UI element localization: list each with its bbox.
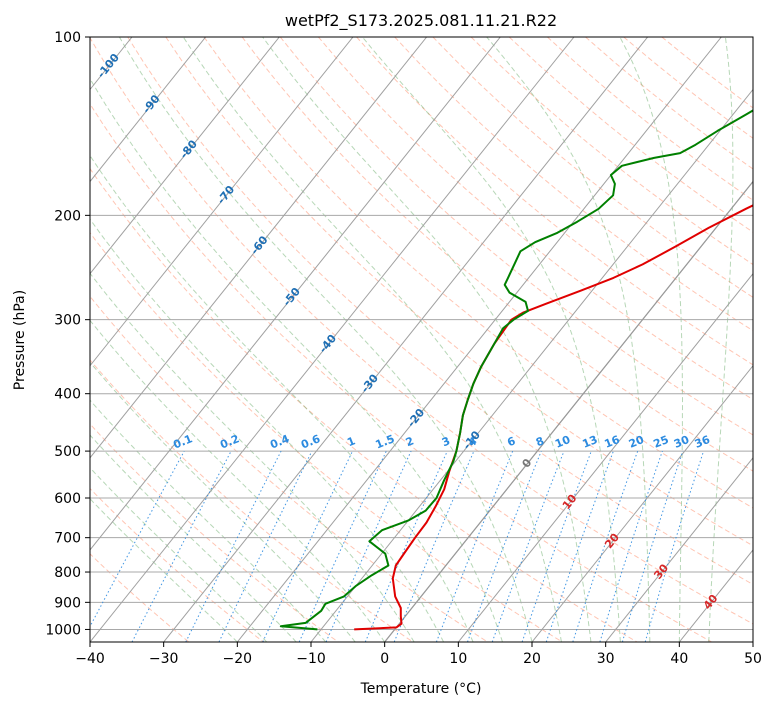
moist-adiabat xyxy=(90,77,503,642)
y-tick-label: 100 xyxy=(54,30,81,46)
isotherm-gridline xyxy=(90,37,501,551)
y-tick-label: 1000 xyxy=(45,622,81,638)
mixing-ratio-label: 16 xyxy=(603,433,622,451)
mixing-ratio-line xyxy=(435,450,514,642)
y-axis-title: Pressure (hPa) xyxy=(12,290,28,390)
moist-adiabat xyxy=(118,37,533,642)
moist-adiabat xyxy=(90,154,474,642)
x-tick-label: 30 xyxy=(597,651,615,667)
mixing-ratio-label: 13 xyxy=(580,433,599,451)
y-tick-label: 500 xyxy=(54,444,81,460)
chart-title: wetPf2_S173.2025.081.11.21.R22 xyxy=(285,11,557,31)
y-tick-label: 700 xyxy=(54,531,81,547)
moist-adiabat xyxy=(362,37,621,642)
moist-adiabat xyxy=(619,37,683,642)
x-tick-label: −10 xyxy=(296,651,326,667)
x-tick-label: 10 xyxy=(449,651,467,667)
y-tick-label: 900 xyxy=(54,595,81,611)
x-tick-label: 50 xyxy=(744,651,762,667)
mixing-ratio-label: 30 xyxy=(672,433,691,451)
dry-adiabat xyxy=(90,423,339,642)
dewpoint-profile xyxy=(279,109,753,631)
mixing-ratio-label: 2 xyxy=(404,434,416,449)
mixing-ratio-line xyxy=(90,450,185,628)
moist-adiabat xyxy=(262,37,592,642)
mixing-ratio-line xyxy=(325,450,412,642)
moist-adiabat xyxy=(90,399,327,642)
isotherm-gridline xyxy=(236,37,722,642)
isotherm-gridline xyxy=(90,37,428,459)
dry-adiabat xyxy=(432,37,753,298)
isotherm-gridline xyxy=(90,37,280,275)
mixing-ratio-line xyxy=(521,450,592,642)
axes: −40 −30 −20 −10 0 10 20 30 40 50 100 200 300 400 500 60… xyxy=(45,30,762,667)
mixing-ratio-label: 8 xyxy=(534,434,546,449)
y-tick-label: 300 xyxy=(54,313,81,329)
dry-adiabat xyxy=(203,37,753,509)
x-tick-label: −30 xyxy=(149,651,179,667)
mixing-ratio-line xyxy=(393,450,475,642)
y-tick-label: 800 xyxy=(54,565,81,581)
temperature-profile xyxy=(354,204,753,631)
mixing-ratio-label: 25 xyxy=(652,433,671,451)
isotherm-gridline xyxy=(310,88,753,642)
dry-adiabat xyxy=(127,37,753,586)
dry-adiabat xyxy=(90,231,563,642)
mixing-ratio-line xyxy=(545,450,614,642)
mixing-ratio-label: 20 xyxy=(627,433,646,451)
plot-area xyxy=(90,37,753,642)
isotherm-gridline xyxy=(457,272,753,642)
moist-adiabat xyxy=(90,218,445,642)
dry-adiabat xyxy=(279,37,753,436)
mixing-ratio-line xyxy=(572,450,639,642)
mixing-ratio-line xyxy=(644,450,705,642)
x-tick-label: 40 xyxy=(670,651,688,667)
isotherm-gridline xyxy=(531,364,753,642)
dry-adiabat xyxy=(241,37,753,472)
dry-adiabat xyxy=(90,295,488,642)
moist-adiabat xyxy=(90,467,268,642)
x-tick-label: −40 xyxy=(75,651,105,667)
dry-adiabat xyxy=(90,553,190,642)
dry-adiabat xyxy=(90,37,753,625)
mixing-ratio-line xyxy=(467,450,542,642)
plot-frame xyxy=(89,36,754,643)
mixing-ratio-line xyxy=(491,450,565,642)
y-tick-label: 600 xyxy=(54,491,81,507)
mixing-ratio-line xyxy=(599,450,663,642)
dry-adiabat xyxy=(90,167,638,642)
mixing-ratio-label: 36 xyxy=(693,433,712,451)
mixing-ratio-label: 10 xyxy=(553,433,572,451)
isotherm-gridline xyxy=(605,457,753,642)
mixing-ratio-label: 3 xyxy=(440,434,452,449)
moist-adiabat xyxy=(90,498,238,642)
y-tick-label: 200 xyxy=(54,208,81,224)
dry-adiabat xyxy=(90,103,712,642)
mixing-ratio-line xyxy=(621,450,684,642)
isotherm-gridline xyxy=(90,37,354,367)
moist-adiabat xyxy=(90,319,386,642)
isotherm-gridline xyxy=(90,37,575,642)
x-axis-title: Temperature (°C) xyxy=(360,681,482,697)
y-tick-label: 400 xyxy=(54,387,81,403)
mixing-ratio-label: 1 xyxy=(345,434,357,449)
isotherm-gridline xyxy=(90,37,207,183)
moist-adiabat xyxy=(486,37,651,642)
moist-adiabat xyxy=(182,37,562,642)
moist-adiabat xyxy=(708,37,734,642)
x-tick-label: 0 xyxy=(380,651,389,667)
x-tick-label: −20 xyxy=(223,651,253,667)
x-tick-label: 20 xyxy=(523,651,541,667)
moist-adiabat xyxy=(90,434,297,642)
zero-isotherm xyxy=(384,180,753,642)
isotherm-gridline xyxy=(163,37,649,642)
mixing-ratio-line xyxy=(185,450,282,642)
